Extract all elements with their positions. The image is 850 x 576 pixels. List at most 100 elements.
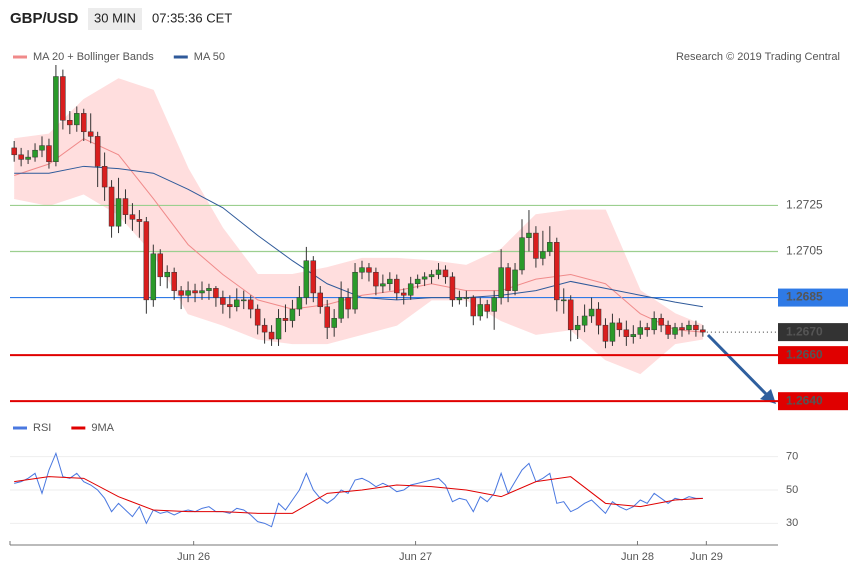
- candle-body: [67, 120, 73, 126]
- lower-band: [14, 193, 703, 375]
- candle-body: [282, 318, 289, 321]
- candle-body: [46, 145, 52, 162]
- candle-body: [658, 318, 664, 326]
- legend-label: 9MA: [91, 422, 114, 434]
- candle-body: [157, 253, 164, 278]
- candle-body: [644, 327, 650, 331]
- candle-body: [414, 278, 421, 285]
- candle-body: [129, 214, 136, 220]
- candle-body: [240, 299, 247, 302]
- ma-line: [14, 138, 703, 333]
- candle-body: [616, 322, 623, 331]
- candle-body: [94, 136, 101, 167]
- candle-body: [637, 327, 644, 335]
- level-label-box: [778, 346, 848, 365]
- candle-body: [512, 269, 518, 291]
- candle-body: [150, 253, 157, 301]
- candle-body: [352, 271, 358, 310]
- candle-body: [477, 304, 484, 317]
- legend-label: RSI: [33, 422, 51, 434]
- level-label: 1.2640: [786, 393, 823, 407]
- candle-body: [331, 318, 337, 328]
- candle-body: [136, 219, 143, 222]
- candle-body: [526, 232, 532, 238]
- legend-label: MA 50: [194, 51, 225, 63]
- x-tick-label: Jun 26: [177, 551, 210, 563]
- candle-body: [108, 186, 115, 227]
- candle-body: [18, 154, 24, 160]
- candle-body: [296, 297, 303, 310]
- candle-body: [303, 260, 310, 298]
- level-label: 1.2705: [786, 244, 823, 258]
- candle-body: [435, 269, 442, 275]
- candle-body: [581, 315, 588, 326]
- candle-body: [533, 232, 539, 259]
- candle-body: [686, 324, 692, 331]
- indicator-line: [14, 476, 703, 514]
- candle-body: [547, 242, 553, 252]
- candle-body: [665, 324, 671, 335]
- candle-body: [588, 308, 595, 317]
- indicator-line: [14, 451, 703, 528]
- candle-body: [380, 283, 386, 287]
- candle-body: [115, 198, 122, 227]
- y-tick-label: 30: [786, 517, 798, 529]
- candle-body: [421, 276, 428, 280]
- candle-body: [366, 267, 372, 273]
- candle-body: [345, 297, 351, 310]
- candle-body: [192, 290, 198, 294]
- candle-body: [74, 113, 80, 126]
- candle-body: [456, 297, 463, 301]
- candle-body: [227, 304, 233, 308]
- candle-body: [672, 327, 678, 335]
- candle-body: [275, 318, 282, 340]
- candle-body: [540, 251, 546, 259]
- candle-body: [394, 278, 400, 294]
- candle-body: [185, 290, 191, 296]
- candle-body: [53, 76, 59, 162]
- candle-body: [234, 299, 240, 308]
- candle-body: [206, 288, 212, 291]
- interval-box: [88, 8, 142, 30]
- candle-body: [560, 299, 567, 302]
- candle-body: [359, 267, 365, 273]
- level-label: 1.2670: [786, 324, 823, 338]
- x-tick-label: Jun 29: [690, 551, 723, 563]
- candle-body: [39, 145, 45, 151]
- candle-body: [428, 274, 435, 278]
- candle-body: [310, 260, 317, 294]
- x-tick-label: Jun 27: [399, 551, 432, 563]
- candle-body: [289, 308, 296, 321]
- candle-body: [554, 242, 560, 301]
- level-label: 1.2685: [786, 290, 823, 304]
- candle-body: [442, 269, 449, 278]
- candle-body: [595, 308, 602, 326]
- candle-body: [122, 198, 129, 215]
- candle-body: [268, 331, 275, 340]
- bollinger-band: [14, 78, 703, 374]
- y-tick-label: 50: [786, 484, 798, 496]
- candle-body: [679, 327, 685, 331]
- candle-body: [199, 290, 205, 294]
- candle-body: [338, 297, 344, 319]
- candle-body: [623, 329, 630, 337]
- candle-body: [505, 267, 511, 291]
- candle-body: [498, 267, 504, 298]
- ma-line: [14, 165, 703, 308]
- symbol: GBP/USD: [10, 10, 79, 27]
- level-label-box: [778, 392, 848, 411]
- candle-body: [567, 299, 574, 331]
- upper-band: [14, 78, 704, 326]
- candle-body: [87, 131, 94, 137]
- candle-body: [317, 292, 324, 308]
- candle-body: [700, 329, 706, 333]
- candle-body: [630, 334, 637, 337]
- time: 07:35:36 CET: [152, 10, 232, 25]
- candle-body: [164, 271, 170, 278]
- candle-body: [463, 297, 470, 299]
- candle-body: [80, 113, 87, 133]
- candle-body: [574, 324, 581, 331]
- candle-body: [407, 283, 414, 296]
- candle-body: [491, 297, 497, 312]
